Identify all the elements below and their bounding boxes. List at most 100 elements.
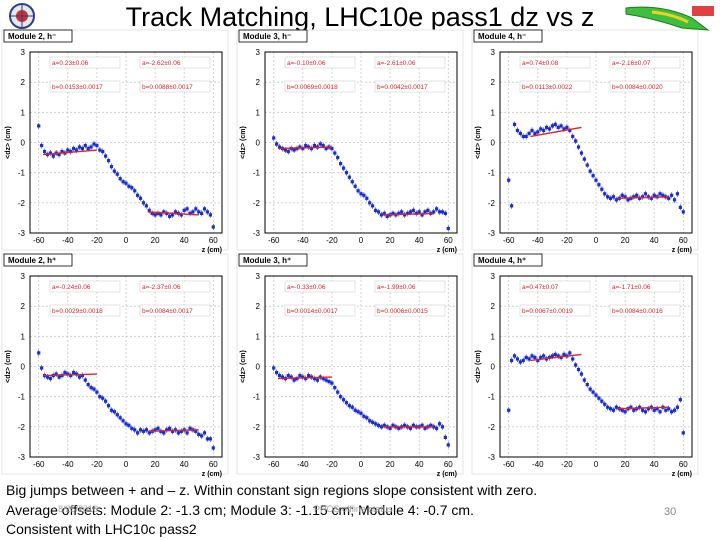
p3-xtick-label: -20	[561, 236, 573, 245]
p1-point	[77, 145, 82, 149]
p2-xlabel: z (cm)	[437, 247, 457, 254]
p4-point	[86, 383, 90, 387]
p5-point	[353, 408, 357, 412]
p2-ytick-label: 2	[256, 78, 261, 87]
p2-panel-title: Module 3, h⁻	[243, 32, 291, 41]
p3-xtick-label: 20	[621, 236, 630, 245]
p6-point	[568, 351, 572, 355]
p3-point	[620, 193, 624, 197]
p3-point	[588, 169, 592, 173]
p3-point	[553, 122, 557, 126]
p6-point	[512, 354, 517, 358]
p4-point	[37, 351, 41, 355]
p5-axes-frame	[264, 275, 458, 458]
p5-point	[324, 378, 328, 382]
p6-point	[547, 355, 552, 360]
p3-point	[623, 195, 627, 199]
p5-point	[437, 422, 442, 426]
p1-ytick-label: 0	[21, 139, 26, 148]
p5-ylabel: <dz> (cm)	[240, 350, 247, 383]
p3-point	[611, 195, 616, 199]
p4-fit-param-box	[49, 304, 121, 317]
p1-axes-frame	[29, 51, 223, 234]
p6-ytick-label: -3	[488, 453, 496, 462]
p5-point	[292, 378, 296, 382]
p1-point	[83, 143, 87, 148]
p5-point	[327, 379, 331, 384]
p2-point	[379, 213, 383, 217]
p6-xtick-label: 0	[594, 460, 599, 469]
p5-point	[330, 381, 334, 385]
p3-point	[550, 124, 554, 128]
p5-point	[280, 375, 285, 379]
p4-point	[130, 426, 134, 430]
p2-point	[362, 193, 366, 197]
p4-ytick-label: 2	[21, 302, 26, 311]
p5-point	[376, 423, 381, 427]
p3-fit-param-box	[519, 80, 591, 93]
p1-point	[121, 180, 125, 184]
p4-point	[101, 396, 105, 400]
p4-point	[92, 387, 96, 391]
p5-xtick-label: 40	[415, 460, 424, 469]
p6-point	[574, 363, 578, 367]
p3-point	[527, 131, 531, 136]
p4-xlabel: z (cm)	[202, 471, 222, 478]
p5-fit-param-box	[284, 280, 356, 293]
p6-point	[672, 408, 677, 412]
phos-detector-logo	[625, 6, 714, 31]
p3-xtick-label: 0	[594, 236, 599, 245]
p4-ytick-label: -2	[18, 423, 26, 432]
p2-point	[368, 201, 372, 205]
p4-point	[194, 429, 198, 433]
p5-point	[304, 376, 308, 381]
p6-point	[655, 407, 659, 411]
p4-point	[211, 446, 215, 450]
p5-ytick-label: -1	[253, 393, 261, 402]
p6-title-box	[473, 253, 543, 267]
p3-panel-title: Module 4, h⁻	[478, 32, 526, 41]
p6-xtick-label: -20	[561, 460, 573, 469]
p5-xtick-label: -20	[326, 460, 338, 469]
p3-ylabel: <dz> (cm)	[475, 126, 482, 159]
p4-point	[89, 386, 93, 390]
p3-ytick-label: -2	[488, 199, 496, 208]
p2-point	[373, 208, 378, 212]
p1-point	[200, 211, 204, 215]
p2-point	[359, 192, 363, 196]
p5-point	[362, 414, 366, 418]
p3-point	[597, 183, 601, 187]
p5-fit-param-4: b=0.0006±0.0015	[377, 308, 428, 315]
p2-point	[356, 189, 360, 193]
p6-fit-param-box	[519, 280, 591, 293]
p2-fit-param-1: a=-0.10±0.06	[287, 60, 326, 67]
p1-point	[106, 159, 111, 163]
p3-xtick-label: -60	[503, 236, 515, 245]
p6-ytick-label: 2	[491, 302, 496, 311]
p2-ylabel: <dz> (cm)	[240, 126, 247, 159]
p1-point	[188, 211, 192, 215]
p4-point	[98, 395, 102, 399]
p4-title-box	[3, 253, 73, 267]
p4-point	[77, 375, 82, 379]
p3-point	[556, 125, 560, 130]
p5-point	[443, 435, 447, 439]
p6-point	[591, 390, 595, 394]
p1-xtick-label: -20	[91, 236, 103, 245]
p6-point	[530, 354, 534, 358]
p1-point	[130, 186, 134, 190]
p2-point	[275, 142, 279, 146]
p6-fit-line-1	[530, 353, 582, 362]
p3-point	[571, 134, 575, 139]
p1-point	[51, 154, 55, 158]
p2-point	[318, 142, 322, 146]
p4-ytick-label: 1	[21, 332, 26, 341]
p3-ytick-label: 2	[491, 78, 496, 87]
p2-point	[324, 146, 328, 151]
p1-point	[42, 149, 47, 154]
p1-point	[185, 207, 189, 211]
p6-xtick-label: -60	[503, 460, 515, 469]
p1-fit-param-box	[49, 80, 121, 93]
p6-point	[571, 357, 575, 361]
